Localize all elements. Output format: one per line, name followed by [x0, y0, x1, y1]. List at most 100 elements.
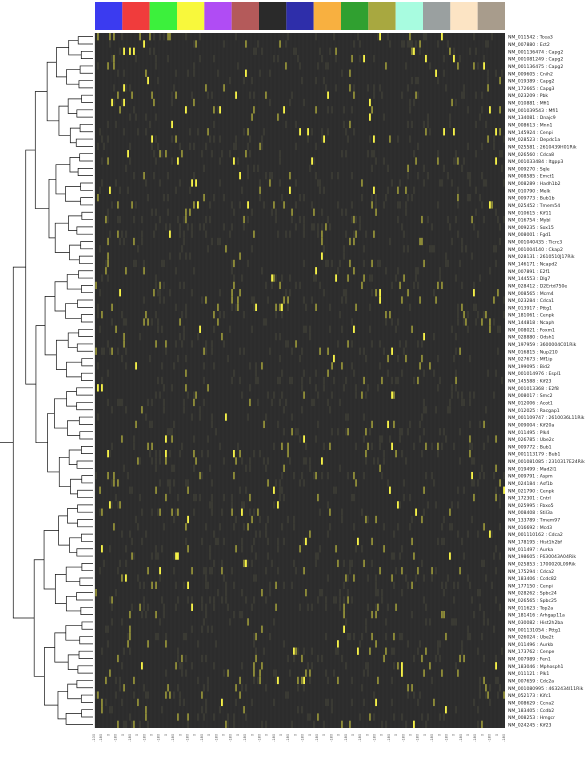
heatmap-cell — [457, 530, 459, 538]
heatmap-cell — [445, 435, 447, 443]
heatmap-cell — [461, 245, 463, 253]
heatmap-cell — [285, 230, 287, 238]
heatmap-cell — [151, 398, 153, 407]
heatmap-cell — [499, 150, 501, 158]
heatmap-cell — [223, 457, 225, 465]
heatmap-cell — [429, 245, 431, 253]
heatmap-cell — [223, 493, 225, 502]
column-tick-label: 0 — [207, 734, 211, 736]
heatmap-cell — [203, 223, 205, 231]
heatmap-cell — [145, 113, 147, 121]
heatmap-cell — [463, 552, 465, 560]
heatmap-cell — [471, 479, 473, 487]
heatmap-cell — [163, 281, 165, 290]
heatmap-cell — [343, 106, 345, 114]
heatmap-cell — [459, 457, 461, 465]
heatmap-cell — [475, 208, 477, 216]
column-tick-label: 0 — [423, 734, 427, 736]
heatmap-cell — [471, 215, 473, 224]
heatmap-cell — [449, 47, 451, 55]
heatmap-cell — [425, 471, 427, 480]
heatmap-cell — [449, 406, 451, 414]
column-tick-label: 0 — [265, 734, 269, 736]
heatmap-cell — [361, 684, 363, 692]
heatmap-cell — [321, 54, 323, 63]
heatmap-cell — [371, 150, 373, 158]
heatmap-cell — [493, 135, 495, 143]
heatmap-cell — [483, 442, 485, 450]
heatmap-cell — [109, 596, 111, 604]
heatmap-cell — [401, 296, 403, 304]
heatmap-cell — [441, 581, 443, 589]
heatmap-cell — [419, 237, 421, 246]
heatmap-cell — [351, 362, 353, 370]
heatmap-cell — [409, 106, 411, 114]
column-group-color-bar — [95, 2, 505, 30]
heatmap-cell — [255, 530, 257, 538]
heatmap-cell — [367, 662, 369, 670]
heatmap-cell — [133, 442, 135, 450]
heatmap-cell — [279, 281, 281, 290]
row-label: NM_028523 : Depdc1a — [508, 137, 560, 143]
heatmap-cell — [177, 215, 179, 224]
heatmap-cell — [379, 296, 381, 304]
heatmap-cell — [107, 471, 109, 480]
heatmap-cell — [355, 545, 357, 553]
dendrogram-branch — [77, 665, 93, 674]
heatmap-cell — [409, 33, 411, 41]
heatmap-cell — [315, 274, 317, 282]
heatmap-cell — [443, 54, 445, 63]
heatmap-cell — [273, 391, 275, 399]
column-tick-label: 0 — [193, 734, 197, 736]
heatmap-cell — [483, 610, 485, 619]
heatmap-cell — [321, 471, 323, 480]
row-label: NM_001081085 : 2310317E24Rik — [508, 459, 585, 465]
heatmap-cell — [499, 552, 501, 560]
heatmap-cell — [451, 384, 453, 392]
dendrogram-branch — [66, 361, 82, 378]
heatmap-cell — [481, 720, 483, 728]
heatmap-cell — [141, 662, 143, 670]
heatmap-cell — [187, 486, 189, 494]
heatmap-cell — [189, 186, 191, 194]
heatmap-cell — [155, 545, 157, 553]
heatmap-cell — [155, 223, 157, 231]
heatmap-cell — [335, 486, 337, 494]
heatmap-cell — [95, 281, 97, 290]
heatmap-cell — [185, 215, 187, 224]
heatmap-cell — [165, 493, 167, 502]
heatmap-cell — [139, 33, 141, 41]
heatmap-cell — [157, 376, 159, 385]
heatmap-cell — [179, 318, 181, 326]
heatmap-cell — [141, 406, 143, 414]
heatmap-cell — [363, 435, 365, 443]
heatmap-cell — [351, 340, 353, 348]
heatmap-cell — [399, 435, 401, 443]
dendrogram-branch — [54, 222, 70, 253]
heatmap-cell — [503, 691, 505, 699]
heatmap-cell — [331, 362, 333, 370]
heatmap-cell — [285, 340, 287, 348]
heatmap-cell — [213, 193, 215, 202]
heatmap-cell — [369, 325, 371, 333]
row-label: NM_001080995 : 4632434I11Rik — [508, 686, 584, 692]
row-label: NM_011121 : Plk1 — [508, 671, 549, 677]
heatmap-cell — [111, 406, 113, 414]
heatmap-cell — [199, 33, 201, 41]
heatmap-cell — [327, 501, 329, 509]
heatmap-cell — [445, 84, 447, 92]
heatmap-cell — [265, 413, 267, 421]
heatmap-cell — [287, 515, 289, 524]
heatmap-cell — [129, 157, 131, 165]
heatmap-cell — [245, 464, 247, 472]
heatmap-cell — [439, 274, 441, 282]
heatmap-cell — [423, 486, 425, 494]
heatmap-cell — [253, 106, 255, 114]
column-tick-label: -180 — [401, 734, 405, 742]
heatmap-cell — [329, 508, 331, 516]
heatmap-cell — [175, 135, 177, 143]
heatmap-cell — [495, 369, 497, 377]
heatmap-cell — [135, 259, 137, 268]
heatmap-cell — [487, 135, 489, 143]
